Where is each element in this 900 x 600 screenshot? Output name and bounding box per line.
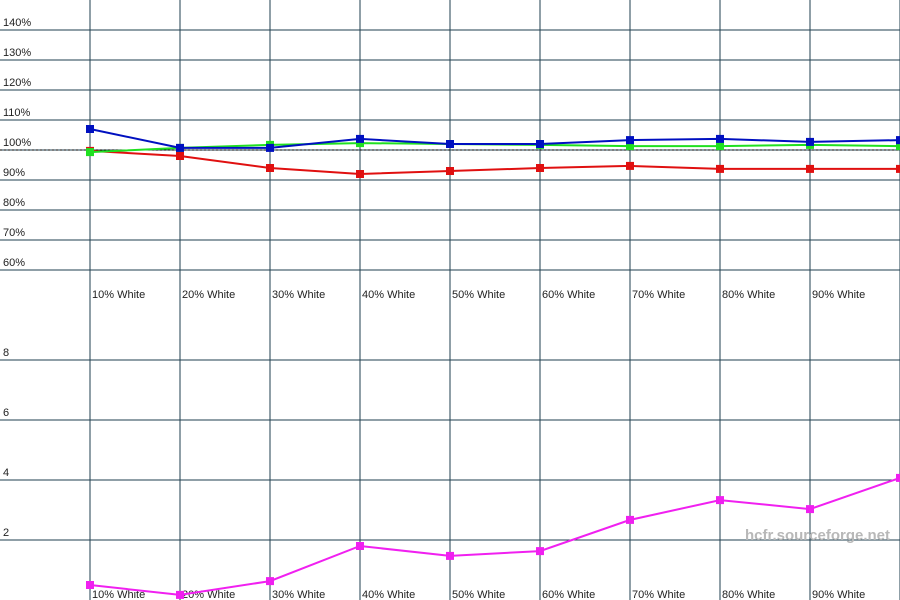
x-tick-label: 80% White (722, 289, 775, 301)
y-tick-label: 110% (3, 107, 31, 119)
point-marker (806, 505, 814, 514)
x-tick-label: 60% White (542, 589, 595, 600)
point-marker (446, 551, 454, 560)
x-tick-label: 50% White (452, 589, 505, 600)
y-tick-label: 2 (3, 527, 9, 539)
series-line (89, 476, 900, 596)
point-marker (626, 136, 634, 145)
point-marker (716, 142, 724, 151)
point-marker (356, 134, 364, 143)
watermark: hcfr.sourceforge.net (745, 527, 890, 544)
point-marker (536, 547, 544, 556)
point-marker (896, 136, 900, 145)
series-line (89, 128, 900, 149)
point-marker (896, 473, 900, 482)
y-tick-label: 8 (3, 347, 9, 359)
point-marker (356, 139, 364, 148)
y-tick-label: 100% (3, 137, 31, 149)
x-tick-label: 90% White (812, 589, 865, 600)
point-marker (356, 170, 364, 178)
x-tick-label: 10% White (92, 589, 145, 600)
point-marker (176, 590, 184, 599)
x-tick-label: 40% White (362, 289, 415, 301)
point-marker (896, 142, 900, 151)
x-tick-label: 70% White (632, 289, 685, 301)
series-line (89, 149, 900, 176)
point-marker (716, 164, 724, 173)
point-marker (896, 164, 900, 173)
point-marker (716, 496, 724, 505)
y-tick-label: 60% (3, 257, 25, 269)
y-tick-label: 4 (3, 467, 9, 479)
x-tick-label: 90% White (812, 289, 865, 301)
x-tick-label: 20% White (182, 589, 235, 600)
point-marker (356, 542, 364, 550)
point-marker (446, 140, 454, 148)
x-tick-label: 20% White (182, 289, 235, 301)
x-tick-label: 30% White (272, 289, 325, 301)
x-tick-label: 40% White (362, 589, 415, 600)
point-marker (806, 137, 814, 146)
point-marker (176, 152, 184, 160)
point-marker (86, 125, 94, 133)
point-marker (536, 140, 544, 148)
point-marker (536, 164, 544, 172)
point-marker (266, 164, 274, 172)
point-marker (176, 143, 184, 152)
point-marker (626, 515, 634, 524)
x-tick-label: 60% White (542, 289, 595, 301)
point-marker (626, 161, 634, 170)
x-tick-label: 80% White (722, 589, 775, 600)
point-marker (446, 167, 454, 175)
point-marker (626, 142, 634, 151)
y-tick-label: 80% (3, 197, 25, 209)
point-marker (266, 143, 274, 152)
y-tick-label: 70% (3, 227, 25, 239)
y-tick-label: 140% (3, 17, 31, 29)
point-marker (806, 164, 814, 173)
y-tick-label: 130% (3, 47, 31, 59)
point-marker (86, 148, 94, 157)
point-marker (266, 577, 274, 586)
x-tick-label: 70% White (632, 589, 685, 600)
y-tick-label: 6 (3, 407, 9, 419)
y-tick-label: 120% (3, 77, 31, 89)
x-tick-label: 50% White (452, 289, 505, 301)
point-marker (716, 134, 724, 143)
x-tick-label: 10% White (92, 289, 145, 301)
point-marker (86, 581, 94, 589)
x-tick-label: 30% White (272, 589, 325, 600)
y-tick-label: 90% (3, 167, 25, 179)
